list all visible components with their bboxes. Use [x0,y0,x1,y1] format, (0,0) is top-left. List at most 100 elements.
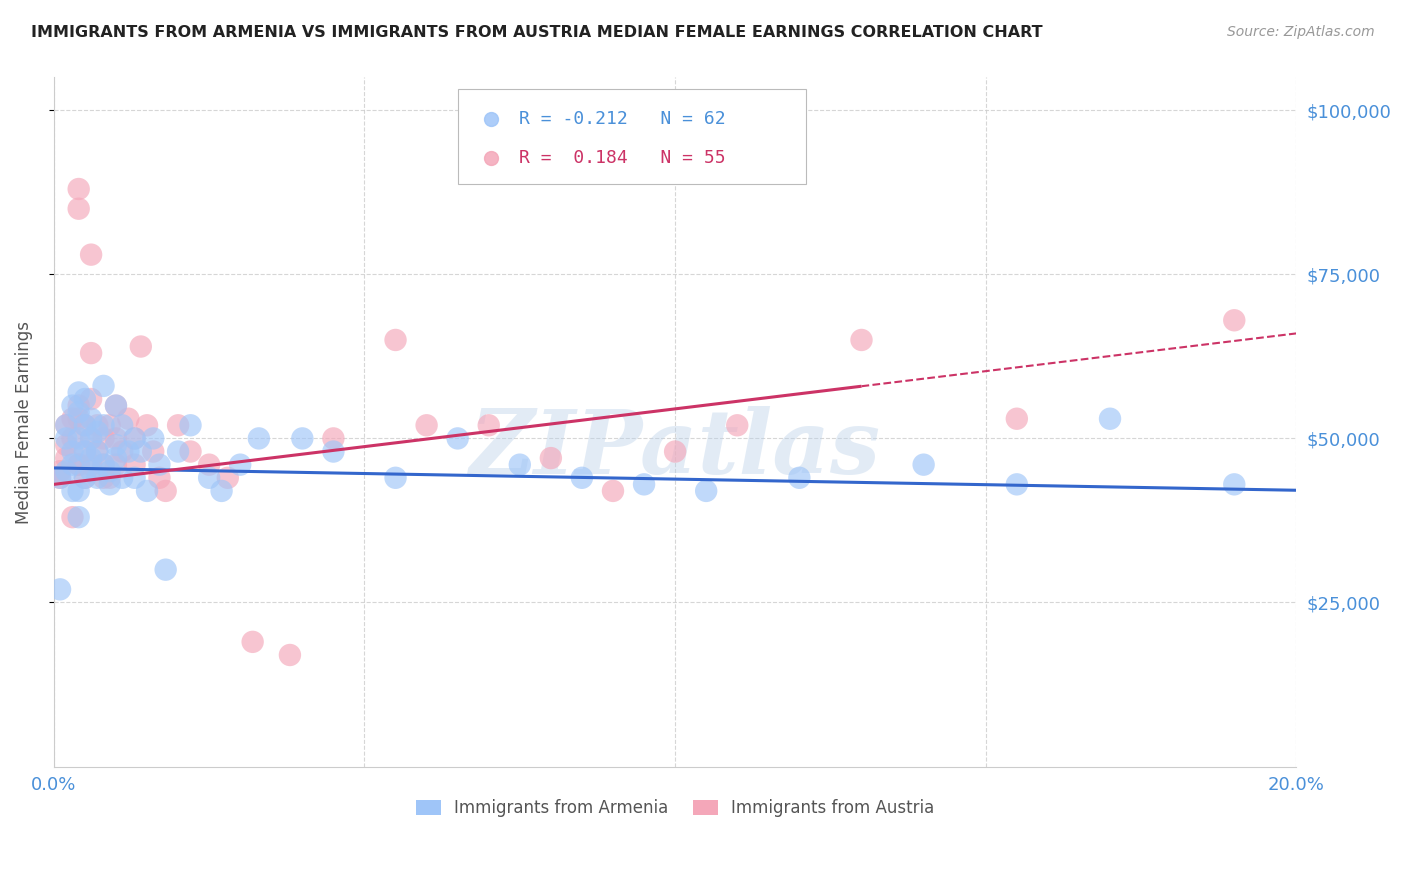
Point [111,471,134,485]
Y-axis label: Median Female Earnings: Median Female Earnings [15,320,32,524]
Point [104,438,127,452]
Point [1223,313,1246,327]
Point [725,418,748,433]
Point [55,451,77,466]
Point [62,444,84,458]
Point [55,418,77,433]
Point [1223,477,1246,491]
Point [167,418,190,433]
Point [73,471,96,485]
Point [73,418,96,433]
Point [167,444,190,458]
Point [148,471,170,485]
Point [198,458,221,472]
Point [124,431,146,445]
Point [73,444,96,458]
Point [217,471,239,485]
Point [80,451,103,466]
Point [571,471,593,485]
Point [80,411,103,425]
Point [80,458,103,472]
Point [86,444,108,458]
Text: ZIPatlas: ZIPatlas [470,407,880,492]
Point [62,399,84,413]
Text: IMMIGRANTS FROM ARMENIA VS IMMIGRANTS FROM AUSTRIA MEDIAN FEMALE EARNINGS CORREL: IMMIGRANTS FROM ARMENIA VS IMMIGRANTS FR… [31,25,1043,40]
Point [242,635,264,649]
Point [415,418,437,433]
Point [384,471,406,485]
Point [851,333,873,347]
Point [62,458,84,472]
Point [73,392,96,406]
Point [104,431,127,445]
Point [180,444,202,458]
Point [86,425,108,439]
Point [540,451,562,466]
Point [247,431,270,445]
Point [111,418,134,433]
Point [136,483,159,498]
Text: R =  0.184   N = 55: R = 0.184 N = 55 [519,149,725,167]
Point [67,411,90,425]
Point [67,458,90,472]
Point [117,444,139,458]
Point [67,458,90,472]
Point [62,510,84,524]
Point [93,458,115,472]
Point [104,399,127,413]
Point [291,431,314,445]
Point [124,458,146,472]
Point [148,458,170,472]
Point [155,483,177,498]
Point [129,444,152,458]
Point [67,510,90,524]
Point [55,431,77,445]
Point [73,444,96,458]
Point [73,418,96,433]
Point [49,471,72,485]
Point [67,399,90,413]
Point [509,458,531,472]
Point [67,405,90,419]
Point [98,418,121,433]
Point [67,431,90,445]
Point [86,471,108,485]
Point [67,483,90,498]
Point [180,418,202,433]
Point [93,471,115,485]
Point [695,483,717,498]
Point [80,431,103,445]
Point [129,339,152,353]
Point [117,411,139,425]
Point [142,444,165,458]
Point [55,418,77,433]
Point [49,582,72,597]
Point [1005,477,1028,491]
FancyBboxPatch shape [458,89,806,185]
Point [67,182,90,196]
Point [1005,411,1028,425]
Point [93,379,115,393]
Point [80,464,103,478]
Point [136,418,159,433]
Point [104,451,127,466]
Text: R = -0.212   N = 62: R = -0.212 N = 62 [519,110,725,128]
Point [602,483,624,498]
Point [104,458,127,472]
Point [93,431,115,445]
Point [62,431,84,445]
Point [98,471,121,485]
Point [80,431,103,445]
Point [633,477,655,491]
Point [93,458,115,472]
Point [80,392,103,406]
Point [384,333,406,347]
Point [229,458,252,472]
Point [104,399,127,413]
Point [62,483,84,498]
Point [912,458,935,472]
Point [80,247,103,261]
Point [49,464,72,478]
Point [278,648,301,662]
Point [86,444,108,458]
